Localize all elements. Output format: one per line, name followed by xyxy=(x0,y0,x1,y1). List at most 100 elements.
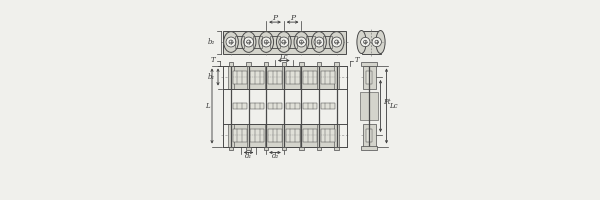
Bar xyxy=(317,123,338,146)
Bar xyxy=(360,92,378,120)
Bar xyxy=(264,146,268,150)
Bar xyxy=(281,62,286,66)
Ellipse shape xyxy=(259,32,274,52)
Bar xyxy=(362,66,376,88)
Bar xyxy=(265,66,286,88)
Bar xyxy=(268,71,282,84)
Bar xyxy=(317,66,338,88)
Bar xyxy=(247,62,251,66)
Bar xyxy=(334,62,339,66)
Bar xyxy=(235,36,244,48)
Ellipse shape xyxy=(261,37,271,47)
Bar xyxy=(299,62,304,66)
Bar xyxy=(361,62,377,66)
Text: d₁: d₁ xyxy=(245,152,252,160)
Text: T: T xyxy=(211,56,215,64)
Text: Lc: Lc xyxy=(280,53,288,61)
Ellipse shape xyxy=(247,40,251,44)
Bar xyxy=(305,36,315,48)
Bar xyxy=(233,129,247,142)
Bar xyxy=(300,123,320,146)
Bar xyxy=(334,66,339,88)
Bar xyxy=(253,36,262,48)
Bar xyxy=(286,129,299,142)
Text: P: P xyxy=(272,14,278,22)
Bar xyxy=(286,71,299,84)
Ellipse shape xyxy=(279,37,289,47)
Bar xyxy=(235,36,244,48)
Bar xyxy=(271,36,280,48)
Ellipse shape xyxy=(294,32,309,52)
Bar xyxy=(250,103,265,109)
Text: Lc: Lc xyxy=(389,102,398,110)
Bar xyxy=(334,123,339,146)
Bar xyxy=(264,62,268,66)
Ellipse shape xyxy=(264,40,268,44)
Ellipse shape xyxy=(357,30,366,53)
Ellipse shape xyxy=(372,37,382,47)
Bar xyxy=(362,30,380,53)
Bar xyxy=(303,103,317,109)
Ellipse shape xyxy=(229,40,233,44)
Text: T: T xyxy=(355,56,359,64)
Ellipse shape xyxy=(282,40,286,44)
Bar xyxy=(334,146,339,150)
Ellipse shape xyxy=(226,37,236,47)
Ellipse shape xyxy=(376,30,385,53)
Bar xyxy=(271,36,280,48)
Bar xyxy=(303,71,317,84)
Bar xyxy=(265,123,286,146)
Bar xyxy=(321,71,335,84)
Bar xyxy=(223,30,346,53)
Text: L: L xyxy=(205,102,209,110)
Bar xyxy=(247,123,268,146)
Bar xyxy=(229,62,233,66)
Bar xyxy=(233,103,247,109)
Ellipse shape xyxy=(224,32,238,52)
Ellipse shape xyxy=(332,37,341,47)
Ellipse shape xyxy=(299,40,304,44)
Bar xyxy=(366,129,372,142)
Bar xyxy=(366,71,372,84)
Bar xyxy=(317,62,321,66)
Text: b₁: b₁ xyxy=(208,73,215,81)
Bar xyxy=(253,36,262,48)
Text: P: P xyxy=(290,14,295,22)
Bar xyxy=(250,71,265,84)
Ellipse shape xyxy=(364,40,367,44)
Bar xyxy=(229,66,250,88)
Bar xyxy=(362,123,376,146)
Bar xyxy=(268,129,282,142)
Bar xyxy=(303,129,317,142)
Ellipse shape xyxy=(335,40,338,44)
Ellipse shape xyxy=(311,32,326,52)
Bar xyxy=(250,129,265,142)
Bar xyxy=(321,103,335,109)
Bar xyxy=(247,146,251,150)
Text: b₂: b₂ xyxy=(208,38,215,46)
Ellipse shape xyxy=(375,40,379,44)
Bar xyxy=(229,123,250,146)
Ellipse shape xyxy=(317,40,321,44)
Bar xyxy=(323,36,332,48)
Bar xyxy=(288,36,297,48)
Bar xyxy=(321,129,335,142)
Bar xyxy=(286,103,299,109)
Ellipse shape xyxy=(314,37,324,47)
Bar xyxy=(317,146,321,150)
Bar xyxy=(288,36,297,48)
Bar xyxy=(323,36,332,48)
Bar xyxy=(229,123,233,146)
Bar xyxy=(229,66,233,88)
Bar xyxy=(282,66,303,88)
Bar xyxy=(268,103,282,109)
Ellipse shape xyxy=(361,37,370,47)
Bar xyxy=(299,146,304,150)
Bar xyxy=(281,146,286,150)
Bar xyxy=(233,71,247,84)
Text: d₂: d₂ xyxy=(271,152,278,160)
Bar xyxy=(229,146,233,150)
Ellipse shape xyxy=(244,37,254,47)
Ellipse shape xyxy=(329,32,344,52)
Ellipse shape xyxy=(296,37,307,47)
